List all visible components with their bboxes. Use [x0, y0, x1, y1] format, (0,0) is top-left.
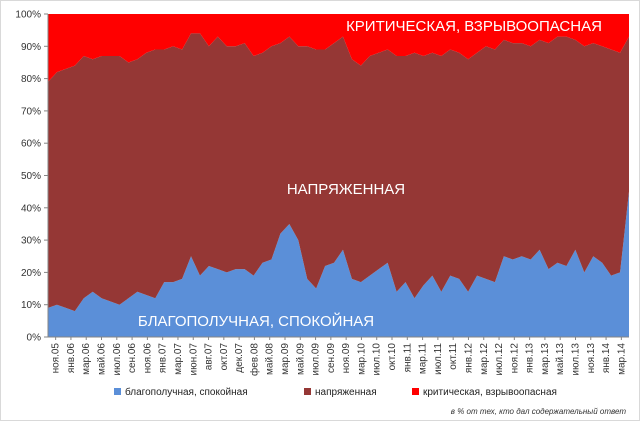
x-tick-label: окт.10 — [387, 343, 398, 371]
x-tick-label: мар.09 — [280, 343, 291, 375]
y-tick-label: 40% — [21, 203, 41, 214]
axes-group — [44, 13, 629, 340]
y-tick-label: 70% — [21, 106, 41, 117]
x-tick-label: окт.07 — [219, 343, 230, 371]
x-tick-label: янв.11 — [402, 343, 413, 373]
x-tick-label: июл.09 — [311, 343, 322, 376]
legend-swatch-critical — [412, 388, 419, 395]
x-tick-label: мар.06 — [81, 343, 92, 375]
y-tick-label: 0% — [27, 333, 42, 344]
label-critical: КРИТИЧЕСКАЯ, ВЗРЫВООПАСНАЯ — [346, 18, 602, 35]
x-tick-label: дек.07 — [234, 343, 245, 373]
label-tense: НАПРЯЖЕННАЯ — [287, 181, 405, 198]
x-tick-label: ноя.13 — [586, 343, 597, 374]
label-calm: БЛАГОПОЛУЧНАЯ, СПОКОЙНАЯ — [138, 312, 374, 330]
x-tick-label: май.08 — [265, 343, 276, 375]
x-tick-label: янв.13 — [525, 343, 536, 374]
y-tick-label: 30% — [21, 236, 41, 247]
x-tick-label: май.09 — [295, 343, 306, 375]
x-tick-label: май.06 — [97, 343, 108, 375]
x-tick-label: июл.12 — [494, 343, 505, 376]
x-tick-label: фев.08 — [248, 343, 260, 376]
legend-label-calm: благополучная, спокойная — [125, 386, 248, 398]
x-tick-label: авг.07 — [204, 343, 215, 371]
x-tick-label: янв.06 — [66, 343, 77, 374]
x-tick-label: янв.07 — [158, 343, 169, 374]
x-tick-label: мар.14 — [616, 343, 627, 375]
x-tick-label: июл.13 — [570, 343, 581, 376]
x-tick-labels: ноя.05 янв.06 мар.06 май.06 июл.06 сен.06 ноя.… — [51, 343, 628, 376]
x-tick-label: ноя.09 — [341, 343, 352, 374]
legend-label-tense: напряженная — [315, 387, 377, 398]
area-series-1 — [48, 33, 629, 312]
x-tick-label: май.13 — [555, 343, 566, 375]
y-tick-labels: 0% 10% 20% 30% 40% 50% 60% 70% 80% 90% 100% — [15, 10, 41, 344]
y-tick-label: 50% — [21, 171, 41, 182]
x-tick-label: янв.12 — [463, 343, 474, 374]
legend-swatch-calm — [114, 388, 121, 395]
x-tick-label: мар.10 — [356, 343, 367, 375]
x-tick-label: июн.07 — [188, 343, 199, 376]
area-series-2 — [48, 14, 629, 82]
x-tick-label: сен.09 — [326, 343, 337, 373]
footnote: в % от тех, кто дал содержательный ответ — [451, 407, 627, 416]
x-tick-label: янв.14 — [601, 343, 612, 374]
y-tick-label: 100% — [15, 10, 41, 21]
area-series-0 — [48, 191, 629, 337]
area-series-group — [48, 14, 629, 337]
legend-swatch-tense — [304, 388, 311, 395]
x-tick-label: ноя.12 — [509, 343, 520, 374]
x-tick-label: июл.10 — [372, 343, 383, 376]
y-tick-label: 20% — [21, 268, 41, 279]
x-tick-label: июл.11 — [433, 343, 444, 375]
y-tick-label: 80% — [21, 74, 41, 85]
y-tick-label: 90% — [21, 42, 41, 53]
x-tick-label: мар.13 — [540, 343, 551, 375]
x-tick-label: ноя.06 — [142, 343, 153, 374]
x-tick-label: июл.06 — [112, 343, 123, 376]
legend-label-critical: критическая, взрывоопасная — [423, 387, 557, 398]
x-tick-label: окт.11 — [448, 343, 459, 370]
y-tick-label: 10% — [21, 300, 41, 311]
x-tick-label: мар.11 — [418, 343, 429, 375]
legend: благополучная, спокойная напряженная кри… — [114, 386, 557, 398]
x-tick-label: ноя.05 — [51, 343, 62, 374]
x-tick-label: мар.12 — [479, 343, 490, 375]
y-tick-label: 60% — [21, 139, 41, 150]
x-tick-label: сен.06 — [127, 343, 138, 373]
x-tick-label: мар.07 — [173, 343, 184, 375]
